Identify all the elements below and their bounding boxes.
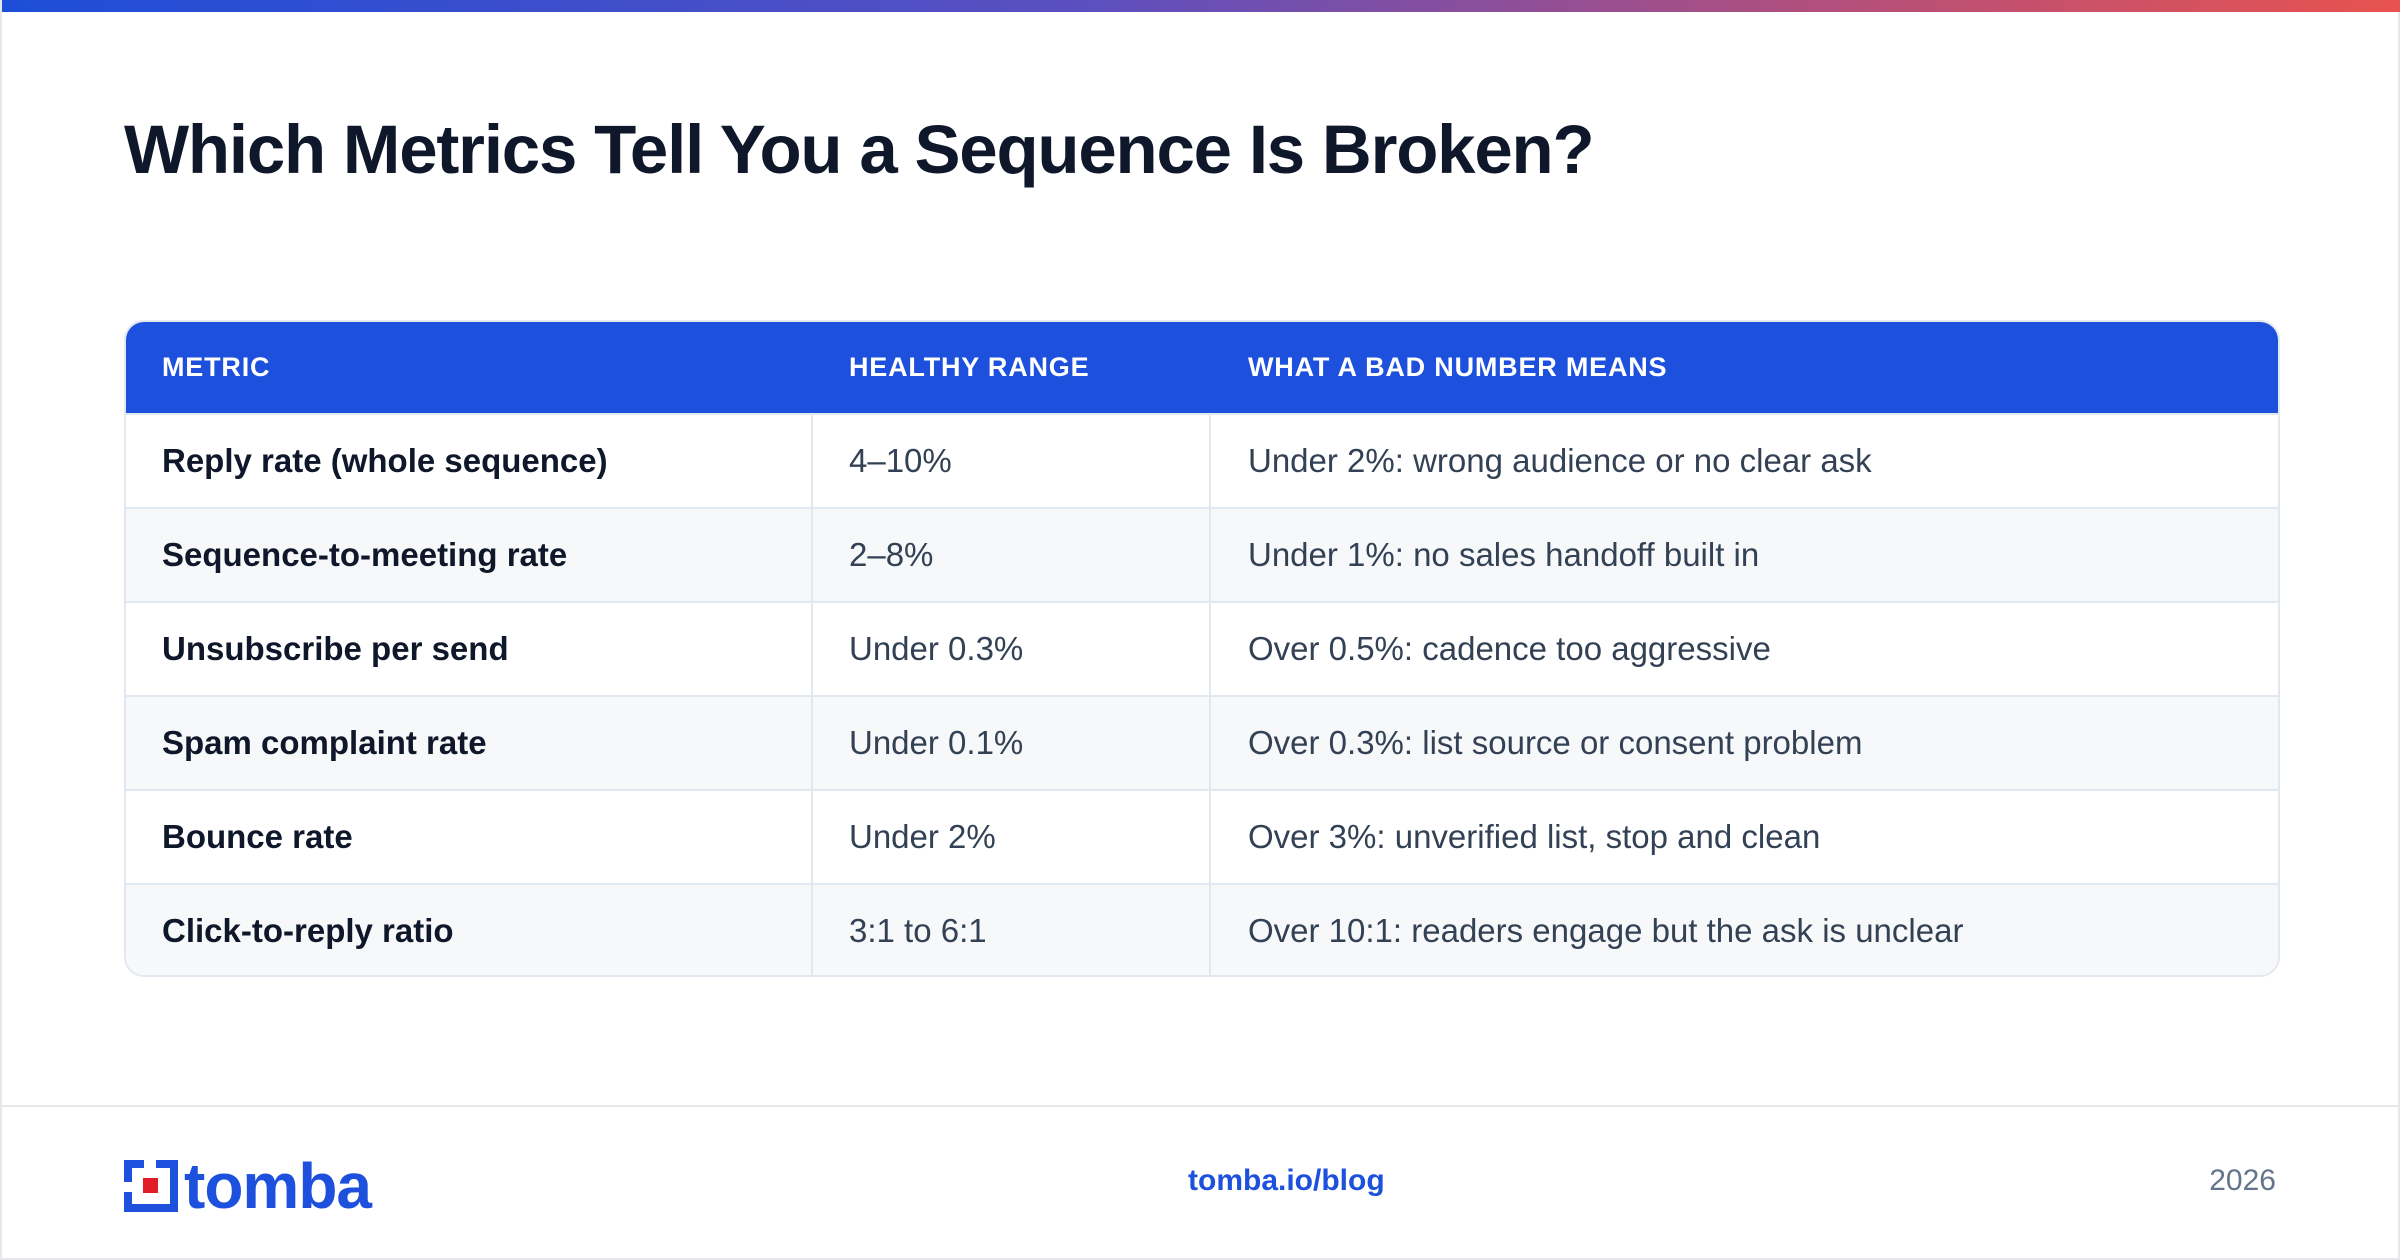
metric-cell: Spam complaint rate <box>126 697 813 789</box>
metric-cell: Unsubscribe per send <box>126 603 813 695</box>
header-healthy-range: HEALTHY RANGE <box>849 352 1090 382</box>
metric-cell: Bounce rate <box>126 791 813 883</box>
metric-cell: Reply rate (whole sequence) <box>126 415 813 507</box>
header-bad-number-meaning: WHAT A BAD NUMBER MEANS <box>1248 352 1668 382</box>
table-header-row: METRIC HEALTHY RANGE WHAT A BAD NUMBER M… <box>126 322 2278 413</box>
table-row: Unsubscribe per send Under 0.3% Over 0.5… <box>126 601 2278 695</box>
page-title: Which Metrics Tell You a Sequence Is Bro… <box>124 111 1595 188</box>
metric-cell: Sequence-to-meeting rate <box>126 509 813 601</box>
healthy-range-cell: Under 0.3% <box>813 603 1211 695</box>
header-metric: METRIC <box>162 352 271 382</box>
table-row: Click-to-reply ratio 3:1 to 6:1 Over 10:… <box>126 883 2278 975</box>
meaning-cell: Under 1%: no sales handoff built in <box>1248 536 1760 573</box>
meaning-cell: Over 0.5%: cadence too aggressive <box>1248 630 1771 667</box>
healthy-range-cell: 3:1 to 6:1 <box>813 885 1211 975</box>
table-row: Sequence-to-meeting rate 2–8% Under 1%: … <box>126 507 2278 601</box>
healthy-range-cell: 2–8% <box>813 509 1211 601</box>
table-row: Reply rate (whole sequence) 4–10% Under … <box>126 413 2278 507</box>
healthy-range-cell: Under 0.1% <box>813 697 1211 789</box>
meaning-cell: Under 2%: wrong audience or no clear ask <box>1248 442 1872 479</box>
tomba-logo[interactable]: tomba <box>124 1150 372 1222</box>
tomba-logo-mark-icon <box>124 1160 178 1212</box>
meaning-cell: Over 0.3%: list source or consent proble… <box>1248 724 1863 761</box>
blog-link[interactable]: tomba.io/blog <box>1188 1164 1385 1197</box>
healthy-range-cell: Under 2% <box>813 791 1211 883</box>
footer-divider <box>2 1105 2400 1107</box>
healthy-range-cell: 4–10% <box>813 415 1211 507</box>
table-row: Bounce rate Under 2% Over 3%: unverified… <box>126 789 2278 883</box>
metric-cell: Click-to-reply ratio <box>126 885 813 975</box>
logo-wordmark: tomba <box>184 1150 372 1222</box>
gradient-top-bar <box>2 0 2400 12</box>
meaning-cell: Over 3%: unverified list, stop and clean <box>1248 818 1821 855</box>
meaning-cell: Over 10:1: readers engage but the ask is… <box>1248 912 1964 949</box>
table-row: Spam complaint rate Under 0.1% Over 0.3%… <box>126 695 2278 789</box>
metrics-table: METRIC HEALTHY RANGE WHAT A BAD NUMBER M… <box>124 320 2280 977</box>
year-label: 2026 <box>2209 1164 2276 1197</box>
